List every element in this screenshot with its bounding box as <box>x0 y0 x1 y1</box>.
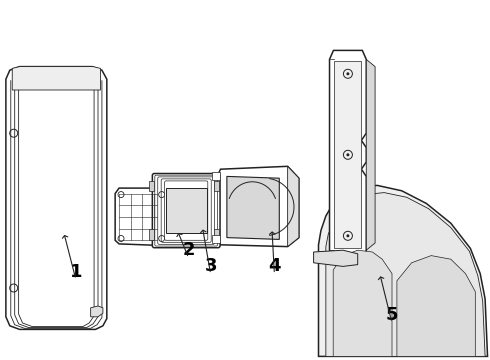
Polygon shape <box>6 67 107 329</box>
Bar <box>214 230 219 240</box>
Polygon shape <box>397 256 475 356</box>
Text: 5: 5 <box>386 306 398 324</box>
Text: 3: 3 <box>204 257 217 275</box>
Bar <box>212 172 220 180</box>
Bar <box>212 235 220 243</box>
Bar <box>149 230 154 240</box>
Polygon shape <box>318 185 488 356</box>
Bar <box>214 181 219 191</box>
FancyBboxPatch shape <box>152 174 220 248</box>
Polygon shape <box>227 176 279 239</box>
Polygon shape <box>115 188 175 246</box>
Polygon shape <box>218 166 299 247</box>
Circle shape <box>346 234 349 237</box>
Polygon shape <box>314 250 358 266</box>
Bar <box>166 188 207 233</box>
Polygon shape <box>333 250 392 356</box>
Polygon shape <box>288 166 299 247</box>
Polygon shape <box>17 91 98 313</box>
FancyBboxPatch shape <box>165 181 208 240</box>
Text: 2: 2 <box>182 241 195 259</box>
Bar <box>149 181 154 191</box>
Circle shape <box>346 72 349 75</box>
Text: 4: 4 <box>268 257 281 275</box>
Polygon shape <box>19 93 96 310</box>
FancyBboxPatch shape <box>158 177 215 244</box>
Polygon shape <box>326 193 485 356</box>
Polygon shape <box>167 188 175 246</box>
FancyBboxPatch shape <box>155 175 218 246</box>
FancyBboxPatch shape <box>161 179 211 242</box>
Polygon shape <box>91 306 103 317</box>
Polygon shape <box>12 67 100 90</box>
Polygon shape <box>366 59 375 250</box>
Polygon shape <box>335 61 361 248</box>
Circle shape <box>346 153 349 156</box>
Text: 1: 1 <box>70 263 82 281</box>
Polygon shape <box>329 50 366 259</box>
